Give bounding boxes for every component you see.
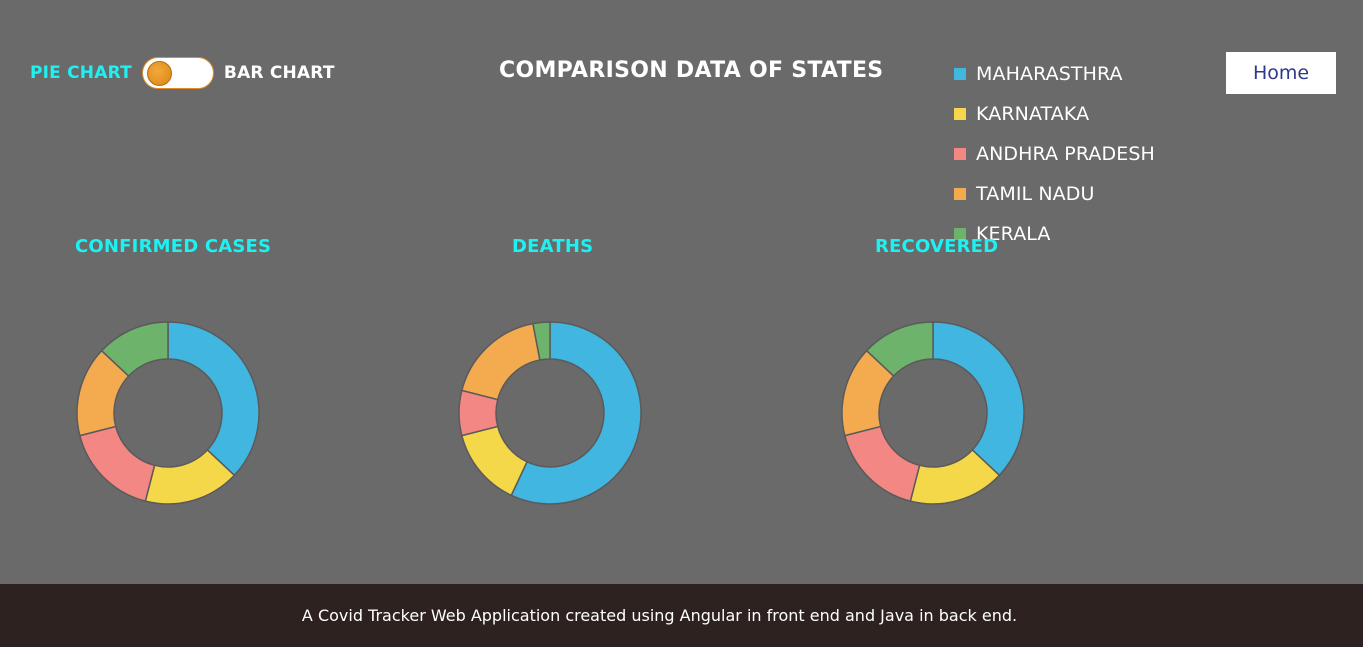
legend-item-kerala: KERALA [954,214,1155,254]
confirmed-cases-title: CONFIRMED CASES [75,236,272,257]
chart-type-toggle: PIE CHART BAR CHART [30,56,335,90]
confirmed-cases-donut-chart [76,321,260,505]
donut-slice-maharasthra[interactable] [167,321,260,477]
legend-swatch [954,148,966,160]
legend-label: KARNATAKA [976,103,1090,125]
donut-slice-maharasthra[interactable] [510,321,642,505]
switch-knob[interactable] [146,61,172,86]
legend-swatch [954,188,966,200]
donut-slice-kerala[interactable] [865,321,934,378]
legend-item-karnataka: KARNATAKA [954,94,1155,134]
pie-chart-label: PIE CHART [30,63,132,83]
legend-label: ANDHRA PRADESH [976,143,1155,165]
legend-swatch [954,108,966,120]
bar-chart-label: BAR CHART [223,63,335,83]
legend-label: TAMIL NADU [976,183,1095,205]
chart-type-switch[interactable] [141,57,214,89]
legend-item-maharasthra: MAHARASTHRA [954,54,1155,94]
donut-slice-andhra-pradesh[interactable] [843,425,921,503]
home-button[interactable]: Home [1226,52,1336,94]
recovered-donut-chart [841,321,1025,505]
footer-text: A Covid Tracker Web Application created … [301,606,1018,625]
legend-label: KERALA [976,223,1051,245]
legend-swatch [954,228,966,240]
legend-swatch [954,68,966,80]
footer: A Covid Tracker Web Application created … [0,584,1363,647]
donut-slice-andhra-pradesh[interactable] [78,425,156,503]
deaths-title: DEATHS [512,236,594,257]
donut-slice-kerala[interactable] [100,321,169,378]
donut-slice-tamil-nadu[interactable] [460,322,541,401]
legend-label: MAHARASTHRA [976,63,1123,85]
legend: MAHARASTHRA KARNATAKA ANDHRA PRADESH TAM… [954,54,1155,254]
legend-item-andhra-pradesh: ANDHRA PRADESH [954,134,1155,174]
legend-item-tamil-nadu: TAMIL NADU [954,174,1155,214]
recovered-title: RECOVERED [875,236,999,257]
deaths-donut-chart [458,321,642,505]
page-title: COMPARISON DATA OF STATES [499,58,884,83]
donut-slice-kerala[interactable] [532,321,551,361]
donut-slice-maharasthra[interactable] [932,321,1025,477]
